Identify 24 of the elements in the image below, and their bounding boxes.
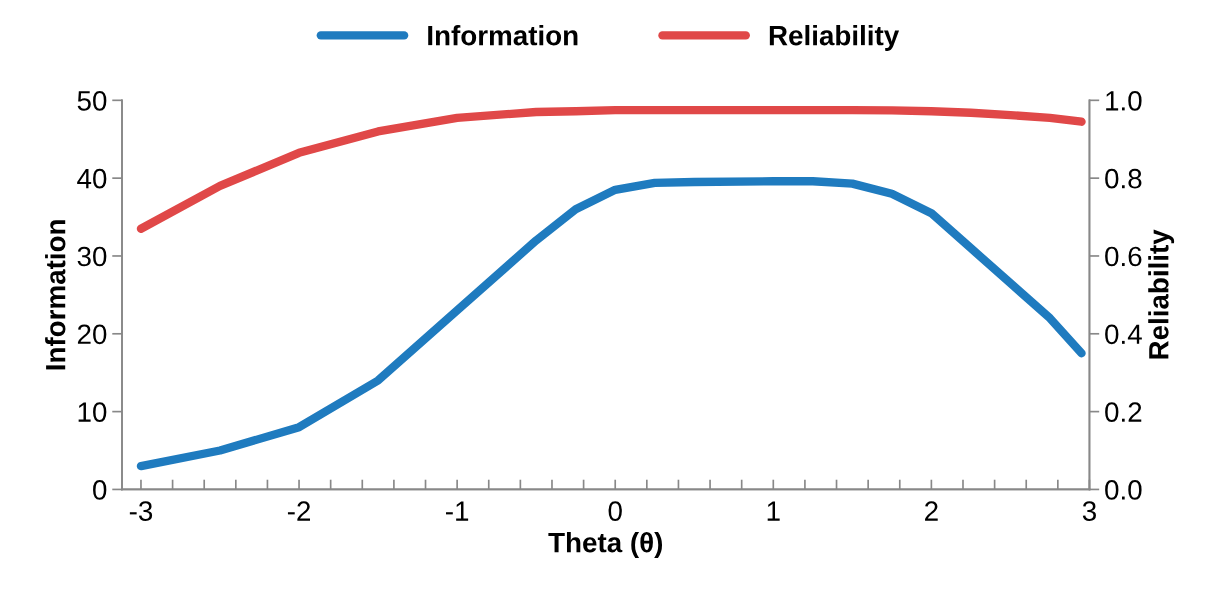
y2-axis-title: Reliability (1148, 229, 1175, 359)
x-tick-label: -3 (129, 501, 153, 521)
y-tick-label: 40 (77, 168, 107, 189)
x-tick-label: 1 (767, 501, 780, 521)
x-tick-label: 3 (1082, 501, 1096, 521)
y-tick-label: 50 (77, 90, 107, 111)
y2-tick-label: 0.6 (1105, 246, 1142, 267)
y2-tick-label: 0.2 (1105, 402, 1142, 422)
y2-tick-label: 0.4 (1105, 324, 1142, 345)
y-tick-label: 30 (77, 246, 107, 267)
x-tick-label: 0 (608, 501, 622, 521)
y-tick-label: 20 (77, 324, 107, 345)
legend-label: Reliability (769, 25, 900, 51)
y2-tick-label: 1.0 (1106, 90, 1142, 111)
x-axis-title: Theta (θ) (548, 532, 663, 558)
y2-tick-label: 0.0 (1105, 480, 1142, 500)
x-tick-label: -1 (446, 501, 469, 521)
y2-tick-label: 0.8 (1105, 168, 1142, 189)
y-tick-label: 10 (78, 402, 107, 422)
legend-label: Information (428, 25, 578, 46)
x-tick-label: -2 (287, 501, 311, 521)
y-axis-title: Information (45, 220, 66, 370)
y-tick-label: 0 (93, 480, 107, 500)
x-tick-label: 2 (925, 501, 938, 521)
